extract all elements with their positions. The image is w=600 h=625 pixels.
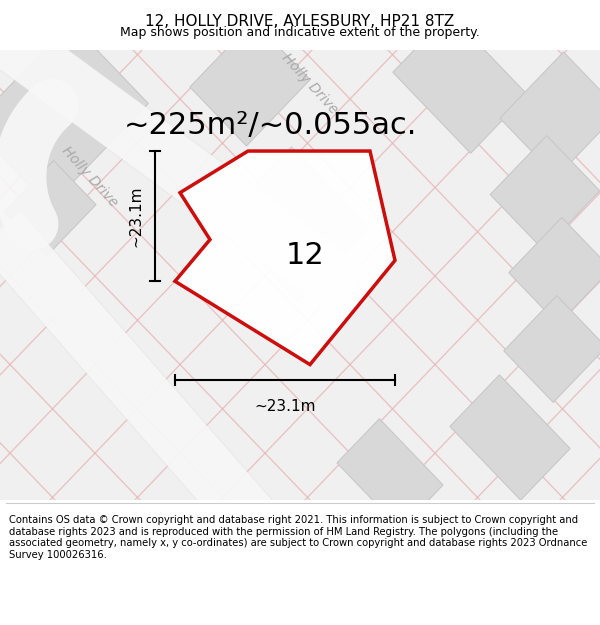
Polygon shape	[221, 147, 369, 301]
Text: Contains OS data © Crown copyright and database right 2021. This information is : Contains OS data © Crown copyright and d…	[9, 515, 587, 560]
Text: Map shows position and indicative extent of the property.: Map shows position and indicative extent…	[120, 26, 480, 39]
Text: Holly Drive: Holly Drive	[59, 144, 121, 210]
Text: 12, HOLLY DRIVE, AYLESBURY, HP21 8TZ: 12, HOLLY DRIVE, AYLESBURY, HP21 8TZ	[145, 14, 455, 29]
Polygon shape	[0, 22, 148, 207]
Polygon shape	[450, 375, 570, 500]
Polygon shape	[175, 151, 395, 364]
Polygon shape	[4, 161, 96, 256]
Text: Holly Drive: Holly Drive	[279, 51, 341, 116]
Text: ~225m²/~0.055ac.: ~225m²/~0.055ac.	[124, 111, 416, 139]
Polygon shape	[337, 419, 443, 529]
Text: ~23.1m: ~23.1m	[254, 399, 316, 414]
Text: 12: 12	[286, 241, 325, 270]
Polygon shape	[190, 21, 310, 146]
Polygon shape	[490, 136, 600, 250]
Polygon shape	[500, 52, 600, 177]
Polygon shape	[509, 217, 600, 324]
Polygon shape	[393, 13, 527, 153]
Polygon shape	[504, 296, 600, 402]
Text: ~23.1m: ~23.1m	[128, 186, 143, 247]
